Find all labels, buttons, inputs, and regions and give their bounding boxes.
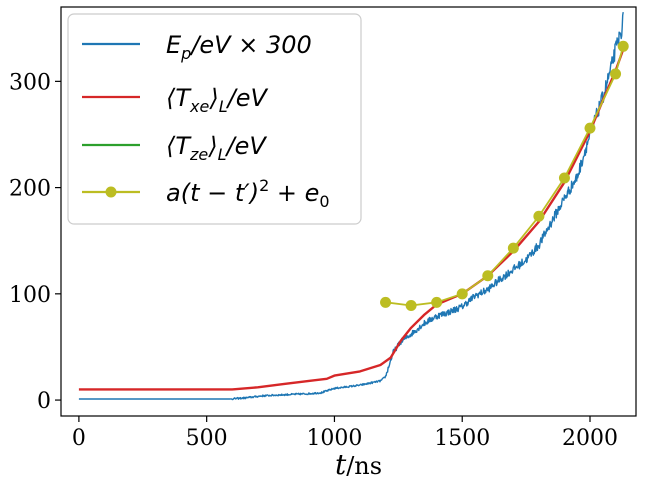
data-point	[482, 270, 494, 282]
data-point	[380, 296, 392, 308]
legend-label-2: ⟨Tze⟩L/eV	[166, 132, 267, 164]
y-tick-label: 200	[9, 177, 51, 202]
x-tick-label: 1000	[306, 426, 362, 451]
data-point	[456, 288, 468, 300]
data-point	[584, 122, 596, 134]
legend-label-3: a(t − t′)2 + e0	[166, 176, 330, 211]
data-point	[610, 68, 622, 80]
legend-label-0: Ep/eV × 300	[166, 31, 312, 63]
legend-box	[67, 13, 362, 225]
plot-frame	[60, 6, 637, 417]
legend-marker	[105, 186, 117, 198]
data-point	[405, 300, 417, 312]
y-tick-label: 100	[9, 283, 51, 308]
data-point	[431, 296, 443, 308]
x-tick-label: 500	[186, 426, 228, 451]
series-line-0	[78, 11, 624, 401]
x-axis-label: t/ns	[335, 448, 382, 480]
x-tick-label: 0	[72, 426, 86, 451]
legend-label-1: ⟨Txe⟩L/eV	[166, 84, 268, 116]
data-point	[507, 242, 519, 254]
y-tick-label: 0	[37, 389, 51, 414]
data-point	[617, 40, 629, 52]
series-line-3	[385, 46, 625, 307]
x-tick-label: 2000	[562, 426, 618, 451]
x-tick-label: 1500	[434, 426, 490, 451]
y-tick-label: 300	[9, 70, 51, 95]
series-line-1	[78, 49, 625, 391]
data-point	[558, 172, 570, 184]
data-point	[533, 210, 545, 222]
